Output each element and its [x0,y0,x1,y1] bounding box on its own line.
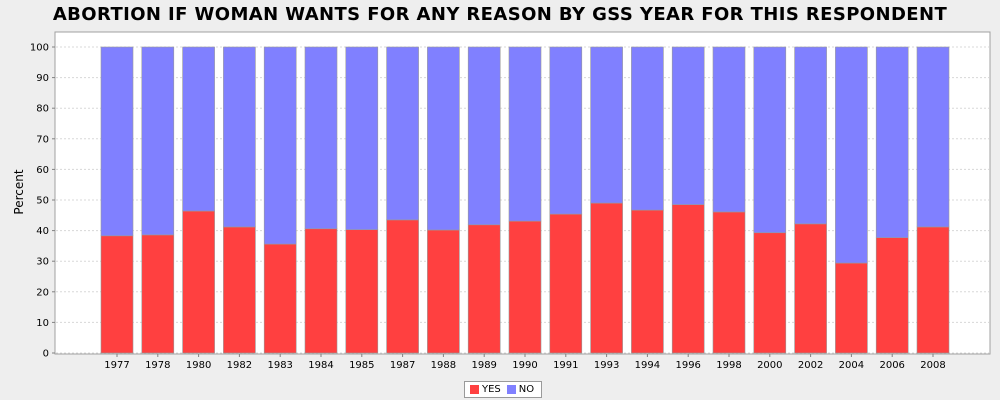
y-tick-label: 60 [36,165,49,176]
x-tick-label-1984: 1984 [308,360,333,371]
bar-yes-1978 [141,234,175,354]
bar-no-1994 [631,46,664,211]
y-tick-label: 30 [36,257,49,268]
x-tick-label-1994: 1994 [635,360,660,371]
bar-yes-1993 [590,202,623,354]
bar-yes-1990 [508,220,542,354]
x-tick-label-1988: 1988 [431,360,456,371]
x-tick-label-1990: 1990 [512,360,537,371]
bar-yes-1987 [386,219,419,354]
bar-no-1991 [549,46,583,215]
legend-swatch-yes [470,385,479,394]
x-tick-label-1980: 1980 [186,360,211,371]
bar-yes-1980 [182,210,215,354]
bar-yes-2000 [753,232,787,354]
bar-yes-1989 [467,224,501,354]
x-tick-label-1987: 1987 [390,360,415,371]
gridlines [56,46,989,354]
bar-yes-1984 [304,228,338,354]
legend-swatch-no [506,385,516,394]
bar-no-1978 [141,46,175,236]
x-tick-label-1991: 1991 [553,360,578,371]
bar-yes-1983 [263,243,297,354]
bars [100,46,950,354]
bar-yes-1996 [671,204,705,354]
y-tick-label: 20 [36,287,49,298]
legend-label-no: NO [518,384,535,395]
y-tick-label: 80 [36,104,49,115]
y-axis-ticks: 0 10 20 30 40 50 60 70 80 90 100 [30,43,55,360]
bar-yes-1982 [223,226,256,354]
bar-no-1989 [467,46,501,226]
y-tick-label: 70 [36,134,49,145]
legend-label-yes: YES [482,384,501,395]
x-tick-label-1996: 1996 [675,360,700,371]
x-tick-label-1983: 1983 [267,360,292,371]
y-tick-label: 40 [36,226,49,237]
bar-no-1990 [508,46,542,222]
y-tick-label: 50 [36,196,49,207]
y-tick-label: 10 [36,318,49,329]
x-tick-label-2004: 2004 [839,360,864,371]
bar-no-1982 [223,46,256,228]
x-tick-label-2006: 2006 [879,360,904,371]
y-tick-label: 0 [43,349,49,360]
bar-no-2002 [794,46,827,225]
chart-title: ABORTION IF WOMAN WANTS FOR ANY REASON B… [52,4,948,25]
bar-no-1987 [386,46,419,221]
x-tick-label-1989: 1989 [471,360,496,371]
x-tick-label-1985: 1985 [349,360,374,371]
bar-yes-2008 [916,226,950,354]
bar-no-1984 [304,46,338,230]
bar-yes-1994 [631,209,664,354]
bar-yes-1985 [345,229,379,354]
y-tick-label: 90 [36,73,49,84]
bar-no-2004 [835,46,868,264]
bar-no-1977 [100,46,134,237]
x-tick-label-1978: 1978 [145,360,170,371]
legend-item-no: NO [506,384,535,395]
x-axis-ticks: 1977 1978 1980 1982 1983 1984 1985 1987 1988 1989… [104,354,946,371]
x-tick-label-1977: 1977 [104,360,129,371]
bar-yes-1991 [549,213,583,354]
x-tick-label-1993: 1993 [594,360,619,371]
bar-no-1993 [590,46,623,204]
x-tick-label-2002: 2002 [798,360,823,371]
bar-yes-2002 [794,223,827,354]
legend-item-yes: YES [470,384,501,395]
x-tick-label-2000: 2000 [757,360,782,371]
y-tick-label: 100 [30,43,49,54]
bar-no-1996 [671,46,705,205]
x-tick-label-2008: 2008 [920,360,945,371]
x-tick-label-1982: 1982 [227,360,252,371]
bar-no-1998 [712,46,746,213]
bar-no-1985 [345,46,379,230]
bar-yes-1977 [100,235,134,354]
bar-yes-1988 [427,229,460,354]
bar-yes-2004 [835,262,868,354]
bar-no-1980 [182,46,215,212]
bar-no-2006 [875,46,909,238]
bar-no-1983 [263,46,297,245]
bar-yes-1998 [712,211,746,354]
bar-no-1988 [427,46,460,231]
bar-yes-2006 [875,237,909,354]
legend: YES NO [464,381,543,398]
x-tick-label-1998: 1998 [716,360,741,371]
bar-no-2000 [753,46,787,234]
bar-no-2008 [916,46,950,228]
